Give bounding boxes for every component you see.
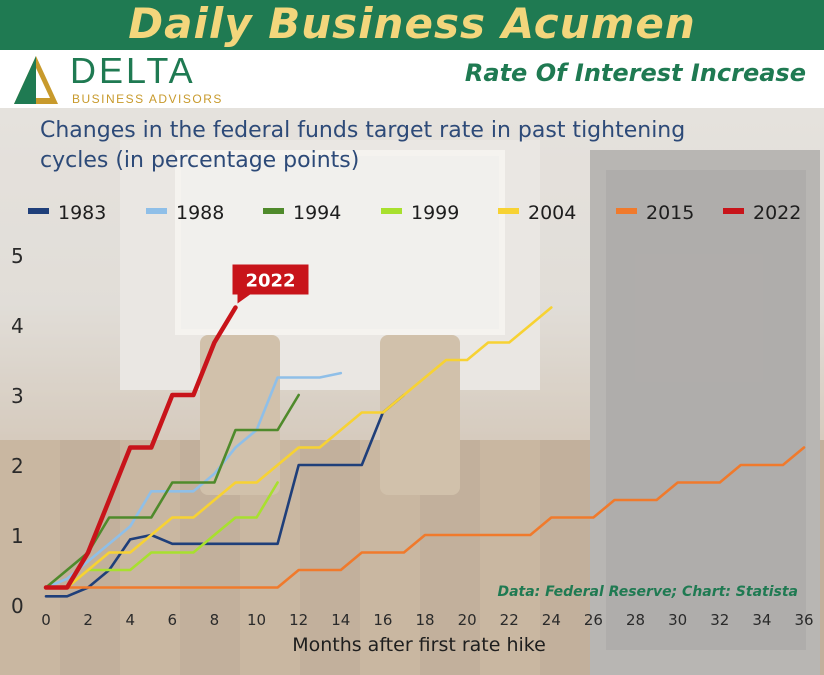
x-tick-label-6: 6 [168,611,178,629]
logo-subtext: BUSINESS ADVISORS [72,92,223,106]
background-wall-panel [175,150,505,335]
x-tick-label-30: 30 [668,611,687,629]
x-tick-label-26: 26 [584,611,603,629]
page-subtitle: Rate Of Interest Increase [464,59,806,87]
legend-label-2022: 2022 [753,202,801,224]
legend-swatch-2022 [723,208,744,214]
x-tick-label-12: 12 [289,611,308,629]
x-tick-label-0: 0 [41,611,51,629]
logo-wordmark: DELTA [70,50,196,91]
series-line-2004 [44,306,553,589]
legend-swatch-1988 [146,208,167,214]
x-tick-label-24: 24 [542,611,561,629]
legend-swatch-2015 [616,208,637,214]
legend-label-1988: 1988 [176,202,224,224]
x-tick-label-8: 8 [210,611,220,629]
legend-label-2015: 2015 [646,202,694,224]
x-tick-label-34: 34 [752,611,771,629]
legend-swatch-1999 [381,208,402,214]
x-tick-label-14: 14 [331,611,350,629]
callout-box-2022 [232,264,309,295]
x-tick-label-18: 18 [415,611,434,629]
legend-label-2004: 2004 [528,202,576,224]
x-tick-label-4: 4 [125,611,135,629]
callout-pointer-2022 [237,293,252,304]
y-tick-label-1: 1 [11,524,24,548]
x-axis-label: Months after first rate hike [292,634,546,656]
delta-logo-icon [14,56,58,104]
x-tick-label-36: 36 [794,611,813,629]
y-tick-label-0: 0 [11,594,24,618]
background-chair-right [380,335,460,495]
series-line-2015 [44,446,806,589]
x-tick-label-32: 32 [710,611,729,629]
series-line-2022 [43,305,238,590]
header-banner [0,0,824,50]
background-door-glass [606,170,806,650]
legend-label-1994: 1994 [293,202,341,224]
x-tick-label-16: 16 [373,611,392,629]
logo-bar [0,50,824,108]
y-tick-label-2: 2 [11,454,24,478]
series-line-1983 [44,393,406,598]
legend-swatch-1994 [263,208,284,214]
callout-label-2022: 2022 [245,271,295,292]
x-tick-label-2: 2 [83,611,93,629]
legend-label-1999: 1999 [411,202,459,224]
x-tick-label-20: 20 [458,611,477,629]
x-tick-label-28: 28 [626,611,645,629]
chart-title: Changes in the federal funds target rate… [40,118,686,173]
series-line-1988 [44,371,343,589]
legend-swatch-1983 [28,208,49,214]
y-tick-label-4: 4 [11,314,24,338]
legend-label-1983: 1983 [58,202,106,224]
banner-title: Daily Business Acumen [128,0,696,48]
y-tick-label-3: 3 [11,384,24,408]
source-note: Data: Federal Reserve; Chart: Statista [497,584,798,600]
y-tick-label-5: 5 [11,244,24,268]
legend-swatch-2004 [498,208,519,214]
x-tick-label-22: 22 [500,611,519,629]
background-chair-left [200,335,280,495]
x-tick-label-10: 10 [247,611,266,629]
